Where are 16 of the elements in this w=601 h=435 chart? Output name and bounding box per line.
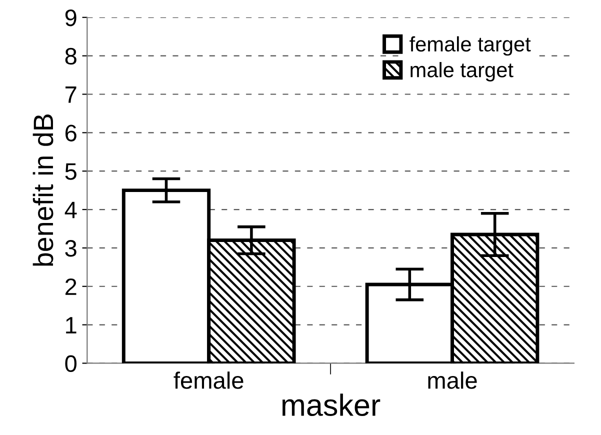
y-tick-label: 3 bbox=[65, 240, 76, 257]
y-tick-label: 4 bbox=[64, 202, 77, 218]
y-axis-title: benefit in dB bbox=[32, 114, 54, 266]
y-tick-label: 5 bbox=[65, 163, 76, 180]
y-tick-label: 2 bbox=[65, 278, 76, 295]
y-tick-label: 8 bbox=[65, 48, 76, 65]
y-tick-label: 1 bbox=[66, 317, 76, 334]
y-tick-label: 6 bbox=[65, 124, 76, 142]
x-axis-title: masker bbox=[282, 394, 380, 416]
legend-label: female target bbox=[410, 36, 531, 56]
x-tick-label: female bbox=[174, 372, 244, 389]
y-tick-label: 9 bbox=[65, 9, 76, 26]
x-tick-label: male bbox=[428, 372, 477, 389]
y-tick-label: 0 bbox=[65, 355, 76, 372]
legend-label: male target bbox=[410, 62, 514, 82]
y-tick-label: 7 bbox=[66, 86, 76, 103]
